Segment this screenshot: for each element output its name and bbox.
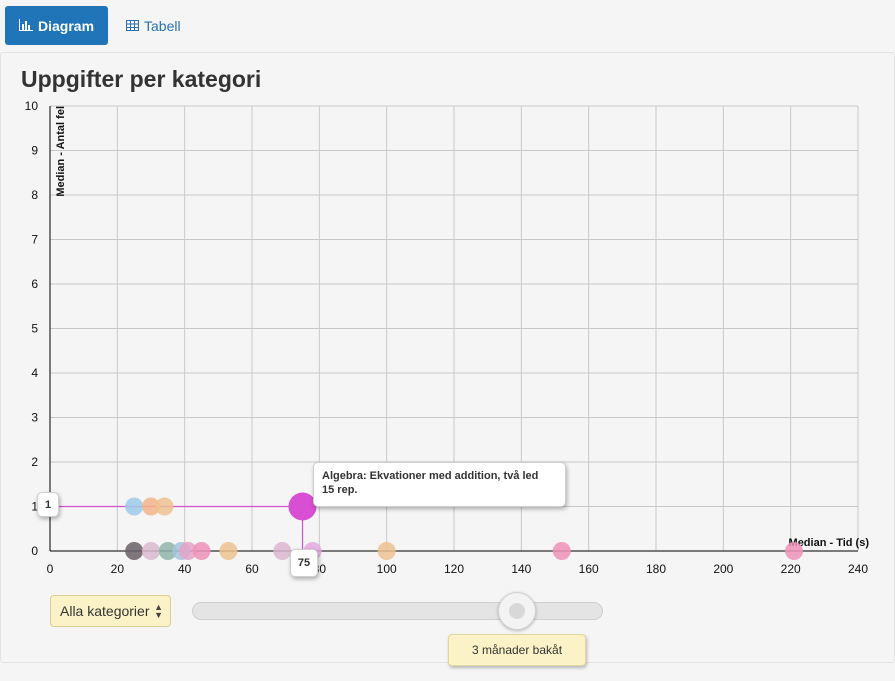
tab-diagram[interactable]: Diagram	[5, 6, 108, 45]
x-tick-label: 140	[511, 562, 531, 576]
y-tick-label: 6	[31, 277, 38, 291]
data-point	[125, 497, 144, 516]
bar-chart-icon	[19, 18, 33, 34]
page-title: Uppgifter per kategori	[21, 66, 262, 92]
y-tick-label: 1	[31, 500, 38, 514]
y-tick-label: 7	[31, 233, 38, 247]
data-point	[158, 542, 177, 560]
tooltip-reps: 15 rep.	[322, 484, 358, 496]
data-point	[219, 542, 238, 560]
data-point	[273, 542, 292, 560]
data-point	[179, 542, 198, 560]
time-slider-track[interactable]	[192, 602, 603, 620]
y-tick-label: 5	[31, 322, 38, 336]
x-tick-label: 220	[781, 562, 801, 576]
tab-diagram-label: Diagram	[38, 17, 95, 34]
data-point	[377, 542, 396, 560]
x-tick-label: 20	[111, 562, 125, 576]
data-point-highlighted	[288, 492, 317, 521]
chart-panel	[0, 52, 895, 663]
x-tick-label: 180	[646, 562, 666, 576]
x-tick-label: 240	[848, 562, 868, 576]
x-tick-label: 100	[377, 562, 397, 576]
point-tooltip: Algebra: Ekvationer med addition, två le…	[313, 462, 566, 507]
x-axis-label: Median - Tid (s)	[789, 537, 870, 549]
view-tabs: Diagram Tabell	[0, 0, 895, 50]
tooltip-category: Algebra: Ekvationer med addition, två le…	[322, 470, 539, 482]
x-tick-label: 0	[47, 562, 54, 576]
category-select-value: Alla kategorier	[60, 603, 150, 619]
y-tick-label: 9	[31, 144, 38, 158]
tab-table-label: Tabell	[144, 17, 181, 34]
data-point	[552, 542, 571, 560]
y-axis-label: Median - Antal fel	[55, 106, 67, 197]
y-tick-label: 4	[31, 366, 38, 380]
table-icon	[126, 18, 139, 34]
y-tick-label: 2	[31, 455, 38, 469]
time-slider-label: 3 månader bakåt	[448, 634, 586, 666]
data-point	[125, 542, 144, 560]
data-point	[142, 542, 160, 560]
x-tick-label: 60	[245, 562, 259, 576]
y-tick-label: 10	[25, 99, 39, 113]
data-point	[785, 542, 804, 560]
y-tick-label: 3	[31, 411, 38, 425]
x-tick-label: 200	[713, 562, 733, 576]
time-slider-handle[interactable]	[497, 592, 536, 630]
data-point	[155, 497, 174, 516]
y-tick-label: 0	[31, 544, 38, 558]
x-tick-label: 40	[178, 562, 192, 576]
y-value-tooltip: 1	[37, 492, 59, 517]
x-tick-label: 160	[579, 562, 599, 576]
data-point	[192, 542, 211, 560]
y-tick-label: 8	[31, 188, 38, 202]
select-arrows-icon: ▲ ▼	[154, 602, 163, 620]
data-point	[142, 497, 160, 516]
x-tick-label: 120	[444, 562, 464, 576]
x-value-tooltip: 75	[290, 549, 318, 577]
tab-table[interactable]: Tabell	[112, 6, 195, 45]
category-select[interactable]: Alla kategorier ▲ ▼	[50, 595, 171, 627]
